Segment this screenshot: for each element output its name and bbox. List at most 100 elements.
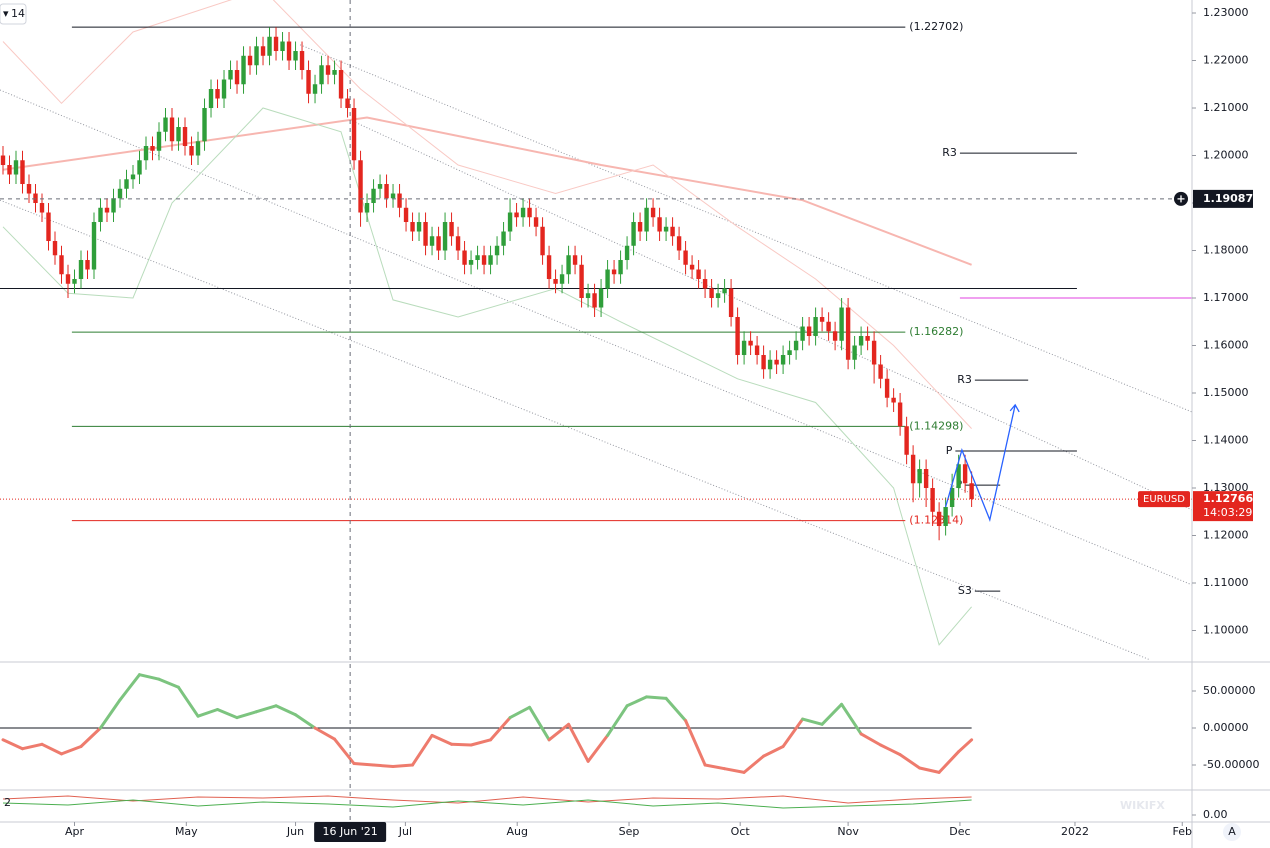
candle-body [338, 70, 344, 99]
candle-body [26, 184, 32, 194]
projection-arrowhead [1009, 403, 1020, 413]
candle-body [910, 454, 916, 484]
candle-body [449, 222, 454, 237]
indicator-toggle[interactable] [0, 3, 27, 25]
candle-body [540, 226, 545, 256]
auto-scale-button[interactable] [1223, 823, 1241, 841]
oscillator-segment [60, 745, 83, 756]
y-tick-label: -50.00000 [1203, 758, 1259, 771]
candle-body [33, 193, 38, 204]
oscillator-segment [957, 738, 974, 754]
candle-body [65, 274, 71, 284]
oscillator-segment [528, 705, 551, 742]
candle-body [748, 340, 753, 346]
crosshair-y-label: 1.19087 [1203, 192, 1253, 205]
oscillator-segment [937, 750, 961, 774]
candle-body [423, 222, 428, 246]
candle-body [260, 46, 266, 56]
candle-body [507, 212, 513, 232]
oscillator-segment [879, 743, 902, 757]
oscillator-segment [450, 742, 473, 747]
level-label: (1.14298) [909, 419, 963, 432]
candle-body [176, 127, 181, 142]
oscillator-segment [196, 708, 219, 718]
candle-body [657, 217, 662, 232]
x-tick-label: Jun [286, 825, 304, 838]
candle-body [780, 355, 786, 365]
candle-body [332, 70, 337, 75]
oscillator-segment [684, 719, 707, 767]
oscillator-segment [625, 695, 649, 708]
last-price-tag [1193, 491, 1253, 522]
oscillator-segment [138, 673, 161, 681]
level-label: (1.22702) [909, 20, 963, 33]
candle-body [215, 89, 220, 99]
oscillator-segment [606, 704, 629, 737]
oscillator-segment [801, 717, 824, 726]
y-tick-label: 1.14000 [1203, 434, 1249, 447]
candle-body [293, 51, 298, 61]
candle-body [221, 79, 227, 99]
y-tick-label: 1.17000 [1203, 291, 1249, 304]
oscillator-segment [333, 737, 356, 765]
crosshair-y-tag [1193, 189, 1253, 208]
candle-body [436, 236, 441, 251]
oscillator-segment [781, 717, 805, 748]
candle-body [559, 274, 565, 284]
candle-body [644, 207, 649, 232]
x-tick-label: Apr [65, 825, 85, 838]
x-tick-label: Nov [837, 825, 859, 838]
candle-body [702, 279, 708, 289]
symbol-label: EURUSD [1143, 494, 1185, 505]
y-tick-label: 50.00000 [1203, 684, 1256, 697]
x-tick-label: Sep [619, 825, 640, 838]
candle-body [319, 65, 324, 85]
oscillator-segment [664, 696, 688, 723]
candle-body [871, 340, 877, 365]
lower-panel [2, 795, 972, 809]
candle-body [169, 117, 175, 142]
candle-body [306, 70, 311, 94]
candle-body [735, 317, 740, 356]
x-tick-label: Aug [506, 825, 527, 838]
candle-body [429, 236, 435, 246]
candle-body [371, 188, 376, 204]
y-tick-label: 1.21000 [1203, 101, 1249, 114]
candle-body [904, 426, 909, 455]
candle-body [202, 108, 207, 142]
oscillator-segment [489, 716, 512, 742]
oscillator-segment [99, 698, 122, 730]
candle-body [923, 469, 929, 489]
candle-body [403, 207, 409, 223]
candle-body [98, 207, 103, 223]
y-tick-label: 1.16000 [1203, 339, 1249, 352]
oscillator-segment [547, 722, 571, 742]
candle-body [384, 184, 389, 199]
oscillator-segment [391, 763, 414, 768]
overlay-line [2, 116, 972, 266]
lower-series-line [2, 799, 972, 809]
candle-body [527, 207, 532, 218]
candle-body [468, 260, 474, 265]
oscillator-segment [177, 685, 200, 718]
level-label: (1.16282) [909, 325, 963, 338]
candle-body [572, 255, 578, 265]
oscillator-segment [1, 738, 24, 751]
oscillator-segment [274, 704, 297, 717]
candle-body [7, 165, 12, 175]
candle-body [605, 269, 610, 289]
candle-body [345, 98, 350, 109]
candle-body [299, 51, 305, 71]
candle-body [650, 207, 656, 218]
y-tick-label: 1.10000 [1203, 624, 1249, 637]
candle-body [312, 84, 318, 94]
candle-body [13, 160, 19, 175]
candle-body [286, 41, 292, 61]
candle-body [897, 402, 903, 427]
candle-body [715, 293, 721, 299]
candle-body [917, 469, 922, 484]
y-tick-label: 1.18000 [1203, 244, 1249, 257]
panel-label: 2 [4, 796, 11, 809]
candle-body [839, 307, 844, 341]
candle-body [676, 236, 682, 251]
